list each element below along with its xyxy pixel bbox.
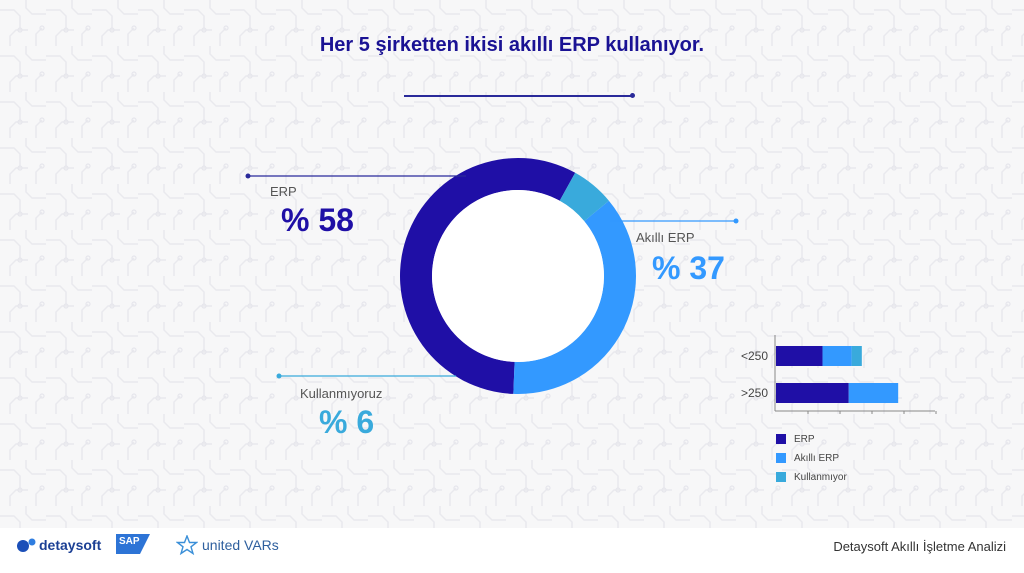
- united-vars-logo: united VARs: [176, 535, 279, 555]
- detaysoft-logo-icon: [17, 538, 36, 552]
- footer-caption: Detaysoft Akıllı İşletme Analizi: [833, 539, 1006, 554]
- title-underline-dot: [630, 93, 635, 98]
- akilli-erp-percent: % 37: [652, 250, 725, 286]
- bar-segment: [776, 346, 823, 366]
- stacked-bar-chart: <250 >250: [741, 335, 937, 414]
- detaysoft-logo-text: detaysoft: [39, 537, 102, 553]
- donut-slice-akilli-erp: [513, 200, 636, 394]
- legend-swatch-erp: [776, 434, 786, 444]
- page-title: Her 5 şirketten ikisi akıllı ERP kullanı…: [319, 34, 705, 56]
- legend-swatch-akilli-erp: [776, 453, 786, 463]
- sap-partner-logo: SAP: [116, 534, 150, 554]
- kullanmiyoruz-label: Kullanmıyoruz: [300, 386, 383, 401]
- legend-entry: ERP: [776, 431, 847, 447]
- detaysoft-logo: detaysoft: [16, 537, 101, 553]
- bar-segment: [851, 346, 862, 366]
- kullanmiyoruz-leader-dot: [276, 373, 282, 379]
- legend-entry: Akıllı ERP: [776, 450, 847, 466]
- title-underline: [404, 95, 632, 97]
- erp-leader-dot: [245, 173, 251, 179]
- legend-label: Kullanmıyor: [794, 471, 847, 483]
- donut-hole: [432, 190, 604, 362]
- united-vars-logo-text: united VARs: [202, 537, 279, 553]
- erp-percent: % 58: [281, 202, 354, 238]
- bar-segment: [848, 383, 899, 403]
- akilli-erp-label: Akıllı ERP: [636, 230, 695, 245]
- legend-entry: Kullanmıyor: [776, 469, 847, 485]
- sap-logo-shape: [116, 534, 150, 554]
- bar-segment: [822, 346, 852, 366]
- bar-category-label: <250: [741, 349, 768, 363]
- donut-slice-kullanmiyoruz: [559, 172, 609, 222]
- legend-label: Akıllı ERP: [794, 452, 840, 464]
- bar-category-label: >250: [741, 386, 768, 400]
- bar-legend: ERP Akıllı ERP Kullanmıyor: [776, 431, 847, 485]
- sap-logo-text: SAP: [119, 536, 140, 547]
- akilli-erp-leader-dot: [733, 218, 739, 224]
- legend-label: ERP: [794, 433, 815, 445]
- kullanmiyoruz-percent: % 6: [319, 404, 375, 440]
- erp-label: ERP: [270, 184, 297, 199]
- donut-slice-erp: [400, 157, 576, 394]
- legend-swatch-kullanmiyor: [776, 472, 786, 482]
- united-vars-star-icon: [176, 535, 198, 555]
- bar-segment: [776, 383, 849, 403]
